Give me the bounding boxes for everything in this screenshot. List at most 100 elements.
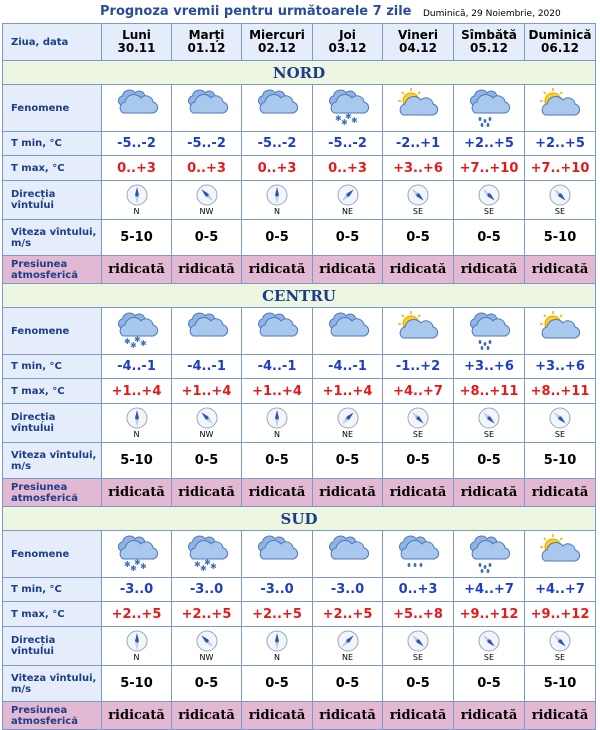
cloudy-rain-icon xyxy=(470,89,511,127)
region-header: CENTRU xyxy=(2,283,596,308)
phenomena-cell xyxy=(382,530,454,578)
day-header: Miercuri 02.12 xyxy=(241,23,313,61)
tmax-value: +2..+5 xyxy=(312,601,383,627)
compass-icon xyxy=(196,630,217,652)
region-title: NORD xyxy=(272,64,326,82)
pressure-row: Presiunea atmosferică ridicată ridicată rid… xyxy=(2,478,596,507)
compass-icon xyxy=(266,184,288,206)
compass-icon xyxy=(266,630,288,652)
wind-speed-value: 0-5 xyxy=(171,219,242,256)
tmin-value: +2..+5 xyxy=(453,131,525,156)
cloudy-drizzle-icon xyxy=(399,535,440,567)
svg-text:✱: ✱ xyxy=(345,112,352,121)
cloudy-icon xyxy=(258,312,299,337)
wind-direction-value: SE xyxy=(554,207,566,216)
svg-text:✱: ✱ xyxy=(200,564,207,573)
tmin-value: 0..+3 xyxy=(382,577,454,602)
wind-speed-label: Viteza vîntului, m/s xyxy=(2,665,102,702)
tmax-value: 0..+3 xyxy=(241,155,313,181)
compass-icon xyxy=(196,184,217,206)
pressure-value: ridicată xyxy=(241,255,313,284)
svg-text:✱: ✱ xyxy=(204,558,211,567)
cloudy-snow-icon: ✱ ✱✱ ✱ xyxy=(117,312,158,350)
compass-icon xyxy=(337,184,358,206)
tmax-value: +1..+4 xyxy=(101,378,172,404)
pressure-label: Presiunea atmosferică xyxy=(2,478,102,507)
day-name: Sîmbătă xyxy=(461,28,517,42)
phenomena-cell xyxy=(453,530,525,578)
wind-direction-cell: NW xyxy=(171,403,242,443)
wind-speed-value: 0-5 xyxy=(382,219,454,256)
phenomena-label: Fenomene xyxy=(2,307,102,355)
wind-speed-value: 0-5 xyxy=(453,665,525,702)
day-date: 02.12 xyxy=(258,41,296,55)
wind-speed-value: 0-5 xyxy=(312,442,383,479)
wind-speed-value: 5-10 xyxy=(101,219,172,256)
day-header: Marți 01.12 xyxy=(171,23,242,61)
region-title: CENTRU xyxy=(262,287,336,305)
pressure-value: ridicată xyxy=(171,701,242,730)
svg-text:✱: ✱ xyxy=(335,114,342,123)
wind-direction-row: Direcția vîntului N NW N NE SE SE SE xyxy=(2,403,596,443)
wind-speed-value: 5-10 xyxy=(524,442,596,479)
tmax-value: +8..+11 xyxy=(453,378,525,404)
wind-direction-cell: N xyxy=(101,403,172,443)
phenomena-cell xyxy=(171,84,242,132)
svg-text:✱: ✱ xyxy=(351,116,358,125)
tmin-value: -4..-1 xyxy=(171,354,242,379)
day-date: 04.12 xyxy=(399,41,437,55)
day-date: 01.12 xyxy=(187,41,226,55)
day-header: Vineri 04.12 xyxy=(382,23,454,61)
pressure-value: ridicată xyxy=(171,255,242,284)
wind-direction-cell: SE xyxy=(453,626,525,666)
wind-speed-value: 0-5 xyxy=(241,219,313,256)
wind-speed-value: 0-5 xyxy=(382,665,454,702)
region-title: SUD xyxy=(280,510,318,528)
compass-icon xyxy=(337,630,358,652)
tmax-value: +7..+10 xyxy=(453,155,525,181)
tmax-row: T max, °C +1..+4 +1..+4 +1..+4 +1..+4 +4..+7 +… xyxy=(2,378,596,404)
wind-direction-value: SE xyxy=(554,430,566,439)
tmax-value: +4..+7 xyxy=(382,378,454,404)
cloudy-icon xyxy=(187,89,228,114)
tmax-row: T max, °C 0..+3 0..+3 0..+3 0..+3 +3..+6 +7..+… xyxy=(2,155,596,181)
tmin-value: -4..-1 xyxy=(312,354,383,379)
tmin-row: T min, °C -3..0 -3..0 -3..0 -3..0 0..+3 +4..+7… xyxy=(2,577,596,602)
wind-speed-value: 0-5 xyxy=(171,442,242,479)
compass-icon xyxy=(478,184,500,206)
phenomena-cell xyxy=(241,530,313,578)
wind-direction-cell: SE xyxy=(524,626,596,666)
wind-direction-cell: SE xyxy=(524,180,596,220)
wind-direction-value: N xyxy=(133,207,140,216)
wind-direction-cell: NE xyxy=(312,626,383,666)
wind-direction-value: SE xyxy=(412,653,424,662)
pressure-value: ridicată xyxy=(453,701,525,730)
pressure-value: ridicată xyxy=(382,701,454,730)
pressure-value: ridicată xyxy=(101,255,172,284)
wind-direction-value: SE xyxy=(483,207,495,216)
cloudy-icon xyxy=(117,89,158,114)
pressure-value: ridicată xyxy=(171,478,242,507)
tmin-value: -4..-1 xyxy=(101,354,172,379)
wind-direction-value: SE xyxy=(412,207,424,216)
wind-direction-value: NE xyxy=(341,430,354,439)
compass-icon xyxy=(549,630,571,652)
tmin-value: -3..0 xyxy=(101,577,172,602)
wind-direction-cell: NE xyxy=(312,403,383,443)
wind-direction-cell: N xyxy=(241,403,313,443)
pressure-label: Presiunea atmosferică xyxy=(2,701,102,730)
phenomena-cell xyxy=(524,530,596,578)
phenomena-cell xyxy=(312,307,383,355)
wind-direction-value: SE xyxy=(412,430,424,439)
day-name: Luni xyxy=(122,28,151,42)
compass-icon xyxy=(407,630,429,652)
pressure-value: ridicată xyxy=(453,478,525,507)
compass-icon xyxy=(126,184,147,206)
wind-direction-cell: N xyxy=(101,180,172,220)
svg-text:✱: ✱ xyxy=(140,562,147,571)
tmin-value: -3..0 xyxy=(241,577,313,602)
wind-speed-value: 0-5 xyxy=(171,665,242,702)
tmin-label: T min, °C xyxy=(2,131,102,156)
wind-direction-value: N xyxy=(133,430,140,439)
tmin-value: +2..+5 xyxy=(524,131,596,156)
